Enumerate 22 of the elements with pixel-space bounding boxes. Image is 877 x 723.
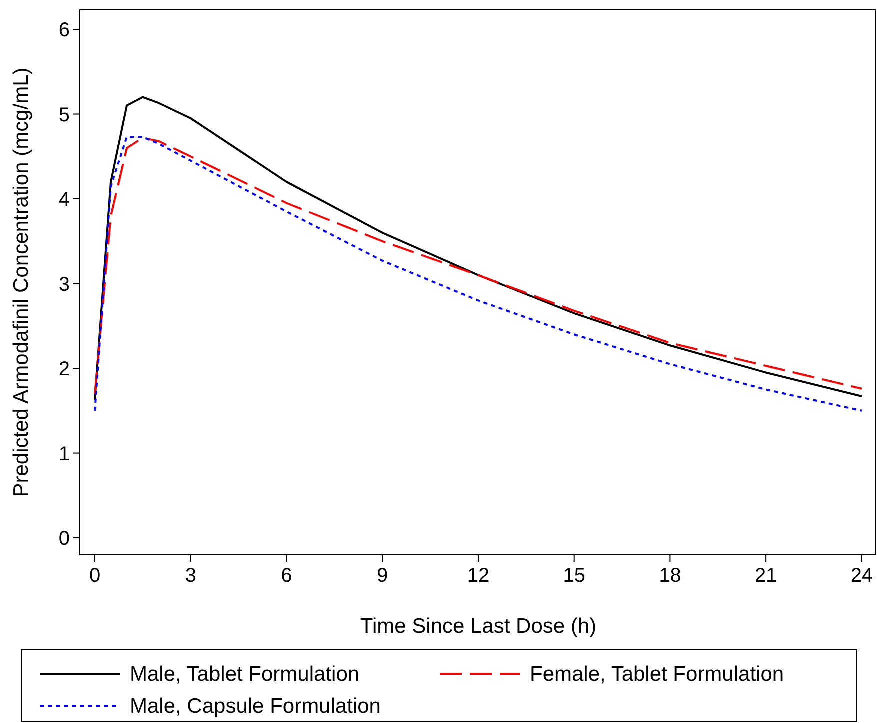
x-tick-label: 12 [467,565,490,587]
x-tick-label: 24 [850,565,874,587]
legend-label: Male, Tablet Formulation [130,663,360,686]
x-tick-label: 3 [185,565,196,587]
y-axis-title: Predicted Armodafinil Concentration (mcg/mL) [10,68,33,498]
y-tick-label: 3 [58,274,70,296]
x-tick-label: 6 [281,565,292,587]
y-tick-label: 6 [58,19,70,42]
x-tick-label: 0 [89,565,101,587]
y-tick-label: 4 [58,189,70,212]
x-axis-title: Time Since Last Dose (h) [360,615,597,638]
x-tick-label: 21 [754,565,778,587]
y-tick-label: 0 [58,528,70,550]
line-series [94,96,863,401]
legend-label: Male, Capsule Formulation [130,695,381,718]
y-tick-label: 5 [58,104,70,126]
y-tick-label: 1 [58,443,70,466]
legend-label: Female, Tablet Formulation [530,663,784,686]
y-tick-label: 2 [58,358,70,381]
x-tick-label: 9 [377,565,388,587]
x-tick-label: 18 [659,565,682,587]
x-tick-label: 15 [563,565,586,587]
